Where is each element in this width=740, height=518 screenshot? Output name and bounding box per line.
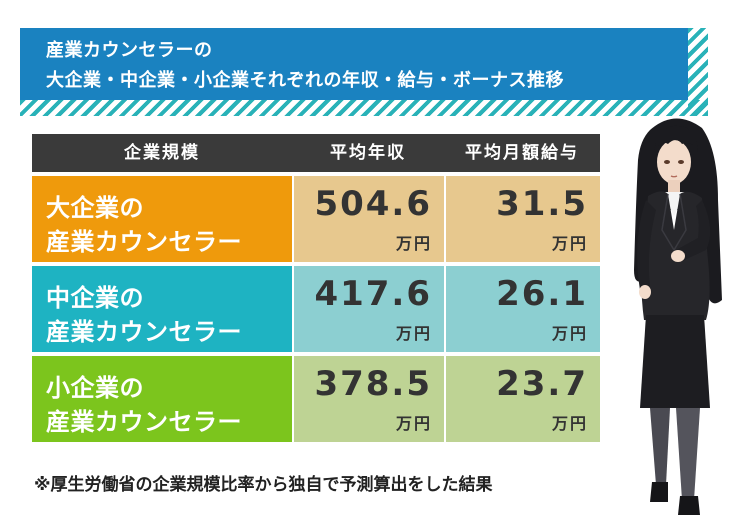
decorative-stripe-right [688, 28, 708, 116]
row-label-line-1: 大企業の [46, 194, 144, 222]
row-label-line-2: 産業カウンセラー [46, 318, 242, 346]
monthly-salary-cell: 23.7 万円 [446, 356, 600, 442]
monthly-salary-value: 26.1 [496, 274, 588, 314]
annual-income-unit: 万円 [395, 414, 432, 433]
salary-table: 企業規模 平均年収 平均月額給与 大企業の 産業カウンセラー 504.6 万円 … [32, 134, 600, 442]
monthly-salary-value: 31.5 [496, 184, 588, 224]
table-row-large: 大企業の 産業カウンセラー 504.6 万円 31.5 万円 [32, 176, 600, 262]
title-line-1: 産業カウンセラーの [46, 40, 213, 61]
annual-income-value: 417.6 [314, 274, 432, 314]
decorative-stripe-bottom [20, 100, 708, 116]
row-label: 中企業の 産業カウンセラー [32, 266, 292, 352]
row-label-line-1: 中企業の [46, 284, 144, 312]
footnote: ※厚生労働省の企業規模比率から独自で予測算出をした結果 [34, 475, 493, 495]
annual-income-value: 504.6 [314, 184, 432, 224]
monthly-salary-unit: 万円 [551, 234, 588, 253]
table-header: 企業規模 平均年収 平均月額給与 [32, 134, 600, 172]
businesswoman-illustration [634, 118, 722, 515]
row-label-line-2: 産業カウンセラー [46, 408, 242, 436]
row-label: 小企業の 産業カウンセラー [32, 356, 292, 442]
annual-income-unit: 万円 [395, 324, 432, 343]
row-label: 大企業の 産業カウンセラー [32, 176, 292, 262]
header-monthly-salary: 平均月額給与 [465, 143, 579, 163]
header-annual-income: 平均年収 [330, 143, 406, 163]
monthly-salary-unit: 万円 [551, 414, 588, 433]
title-banner: 産業カウンセラーの 大企業・中企業・小企業それぞれの年収・給与・ボーナス推移 [20, 28, 688, 100]
table-row-small: 小企業の 産業カウンセラー 378.5 万円 23.7 万円 [32, 356, 600, 442]
table-row-medium: 中企業の 産業カウンセラー 417.6 万円 26.1 万円 [32, 266, 600, 352]
annual-income-cell: 378.5 万円 [294, 356, 444, 442]
row-label-line-1: 小企業の [46, 374, 144, 402]
annual-income-cell: 504.6 万円 [294, 176, 444, 262]
annual-income-unit: 万円 [395, 234, 432, 253]
monthly-salary-unit: 万円 [551, 324, 588, 343]
header-company-size: 企業規模 [124, 143, 200, 163]
monthly-salary-cell: 31.5 万円 [446, 176, 600, 262]
row-label-line-2: 産業カウンセラー [46, 228, 242, 256]
annual-income-cell: 417.6 万円 [294, 266, 444, 352]
annual-income-value: 378.5 [314, 364, 432, 404]
monthly-salary-cell: 26.1 万円 [446, 266, 600, 352]
title-line-2: 大企業・中企業・小企業それぞれの年収・給与・ボーナス推移 [46, 70, 564, 91]
monthly-salary-value: 23.7 [496, 364, 588, 404]
